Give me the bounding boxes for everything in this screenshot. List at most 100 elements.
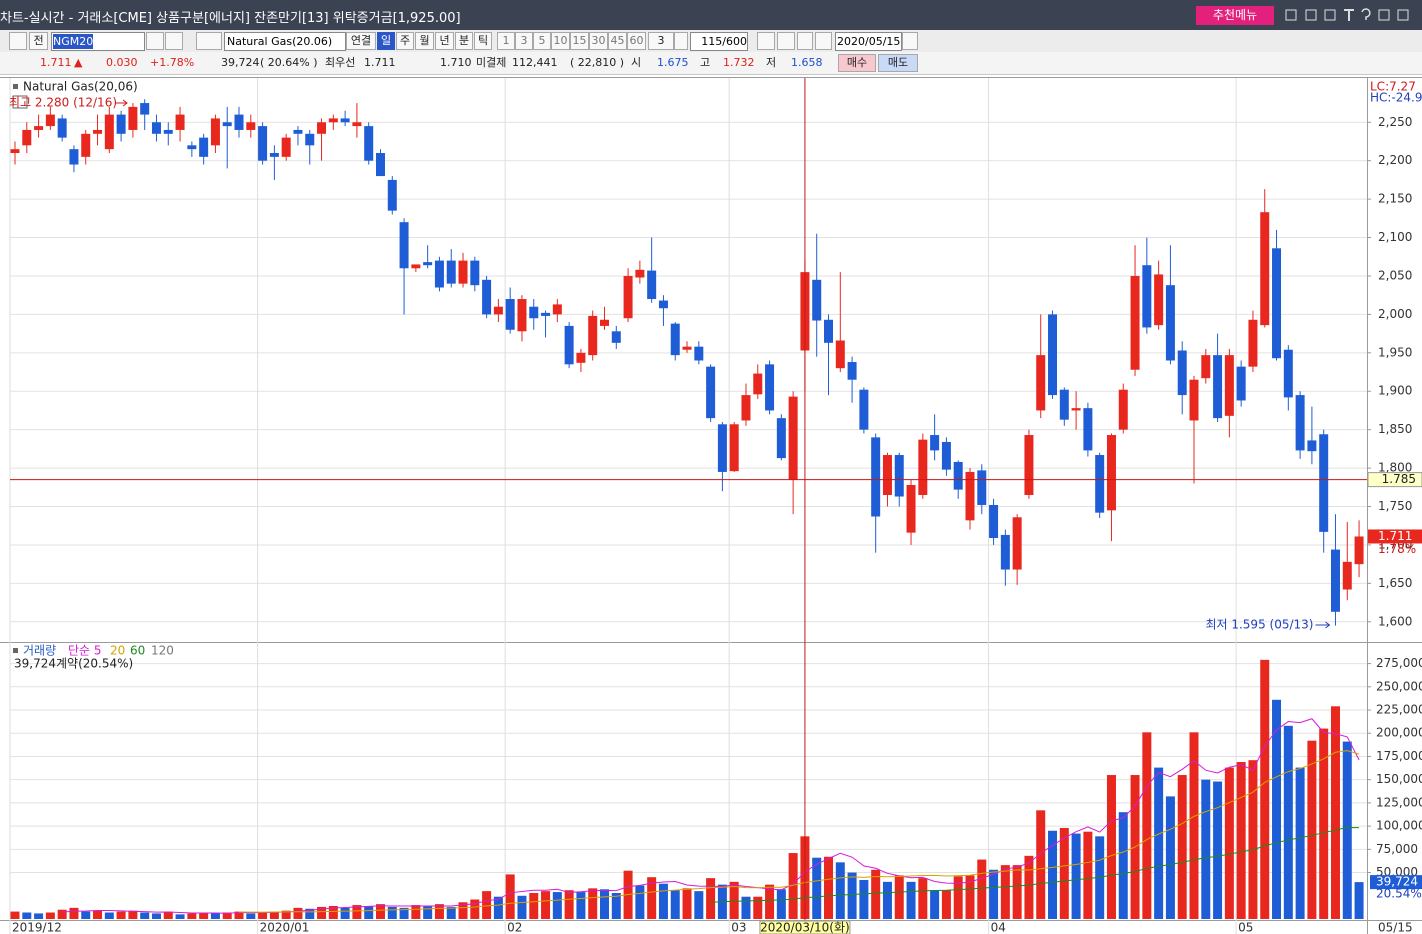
volume-bar xyxy=(1071,833,1081,919)
candle-body xyxy=(1083,408,1093,451)
candle-body xyxy=(1189,379,1199,421)
buy-button[interactable]: 매수 xyxy=(838,54,876,72)
period-button[interactable]: 분 xyxy=(455,32,473,50)
date-field[interactable]: 2020/05/15 xyxy=(835,32,902,51)
last-change-label: 1.78% xyxy=(1378,542,1416,556)
volume-bar xyxy=(1189,732,1199,919)
sound-button[interactable] xyxy=(196,32,222,50)
candle-body xyxy=(57,118,67,138)
settings-button[interactable] xyxy=(815,32,832,50)
sell-button[interactable]: 매도 xyxy=(878,54,918,72)
icon-button[interactable] xyxy=(165,32,183,50)
y-tick-label: 1,800 xyxy=(1378,461,1412,475)
interval-button[interactable]: 60 xyxy=(627,32,646,50)
y-tick-label: 1,600 xyxy=(1378,614,1412,628)
volume-bar xyxy=(989,869,999,919)
candle-body xyxy=(1177,350,1187,396)
tool-button[interactable] xyxy=(777,32,795,50)
candle-body xyxy=(965,471,975,521)
candle-body xyxy=(647,270,657,300)
volume-bar xyxy=(234,911,244,919)
high: 1.732 xyxy=(723,56,755,69)
legend-label: Natural Gas(20,06) xyxy=(23,80,138,94)
y-tick-label: 1,900 xyxy=(1378,384,1412,398)
icon[interactable] xyxy=(1344,9,1354,21)
candle-body xyxy=(340,118,350,123)
ma-legend: 120 xyxy=(151,644,174,658)
volume-bar xyxy=(670,890,680,919)
interval-button[interactable]: 3 xyxy=(515,32,533,50)
volume-bar xyxy=(434,904,444,919)
y-tick-label: 125,000 xyxy=(1376,795,1422,809)
candle-body xyxy=(1059,389,1069,420)
legend-marker xyxy=(13,648,18,653)
icon[interactable] xyxy=(1361,8,1371,20)
link-button[interactable]: 연결 xyxy=(346,32,376,50)
interval-button[interactable]: 1 xyxy=(497,32,515,50)
interval-button[interactable]: 45 xyxy=(608,32,627,50)
period-button[interactable]: 년 xyxy=(435,32,454,50)
period-button[interactable]: 틱 xyxy=(474,32,492,50)
prefix-button[interactable]: 전 xyxy=(29,32,48,50)
period-button[interactable]: 주 xyxy=(396,32,414,50)
icon[interactable] xyxy=(1397,9,1409,21)
volume-bar xyxy=(953,876,963,919)
volume-bar xyxy=(187,913,197,919)
volume-bar xyxy=(175,914,185,919)
y-tick-label: 2,000 xyxy=(1378,307,1412,321)
icon[interactable] xyxy=(1285,9,1297,21)
candle-body xyxy=(434,260,444,288)
volume-bar xyxy=(1307,740,1317,919)
volume-bar xyxy=(81,911,91,919)
layout-button[interactable] xyxy=(9,32,27,50)
interval-button[interactable]: 5 xyxy=(533,32,551,50)
candle-body xyxy=(458,260,468,284)
search-button[interactable] xyxy=(146,32,164,50)
y-tick-label: 2,250 xyxy=(1378,115,1412,129)
candle-body xyxy=(670,323,680,356)
interval-input[interactable]: 3 xyxy=(648,32,674,50)
window-icons xyxy=(1285,8,1409,21)
icon[interactable] xyxy=(1378,9,1390,21)
candle-body xyxy=(1201,355,1211,379)
candle-body xyxy=(387,179,397,211)
save-button[interactable] xyxy=(797,32,813,50)
open: 1.675 xyxy=(657,56,689,69)
candle-body xyxy=(375,153,385,177)
volume-bar xyxy=(281,910,291,919)
candle-body xyxy=(941,441,951,470)
tool-button[interactable] xyxy=(757,32,775,50)
y-tick-label: 1,750 xyxy=(1378,499,1412,513)
icon[interactable] xyxy=(1324,9,1336,21)
candle-body xyxy=(222,122,232,127)
period-button[interactable]: 일 xyxy=(377,32,395,50)
candle-body xyxy=(1236,366,1246,401)
legend-marker xyxy=(13,84,18,89)
volume-bar xyxy=(1106,775,1116,919)
symbol-input[interactable]: NGM20 xyxy=(51,32,145,51)
candle-body xyxy=(234,114,244,130)
icon[interactable] xyxy=(1305,9,1317,21)
interval-button[interactable]: 30 xyxy=(589,32,608,50)
candle-body xyxy=(81,133,91,157)
y-tick-label: 1,950 xyxy=(1378,345,1412,359)
candle-body xyxy=(140,103,150,115)
candle-body xyxy=(210,118,220,146)
candle-body xyxy=(1000,534,1010,570)
period-button[interactable]: 월 xyxy=(415,32,434,50)
interval-button[interactable]: 15 xyxy=(570,32,589,50)
interval-button[interactable]: 10 xyxy=(551,32,570,50)
volume-bar xyxy=(364,905,374,919)
interval-dropdown[interactable] xyxy=(674,32,688,50)
volume-summary: 39,724계약(20.54%) xyxy=(14,656,133,671)
recommend-menu-button[interactable]: 추천메뉴 xyxy=(1196,6,1274,25)
calendar-button[interactable] xyxy=(902,32,918,50)
candle-body xyxy=(281,137,291,157)
crosshair-date-label: 2020/03/10(화) xyxy=(760,921,850,934)
volume-bar xyxy=(1154,767,1164,919)
change-arrow: ▲ xyxy=(74,56,83,69)
count-field[interactable]: 115/600 xyxy=(690,32,748,51)
candle-body xyxy=(1071,408,1081,411)
y-tick-label: 2,200 xyxy=(1378,153,1412,167)
volume-bar xyxy=(446,906,456,919)
